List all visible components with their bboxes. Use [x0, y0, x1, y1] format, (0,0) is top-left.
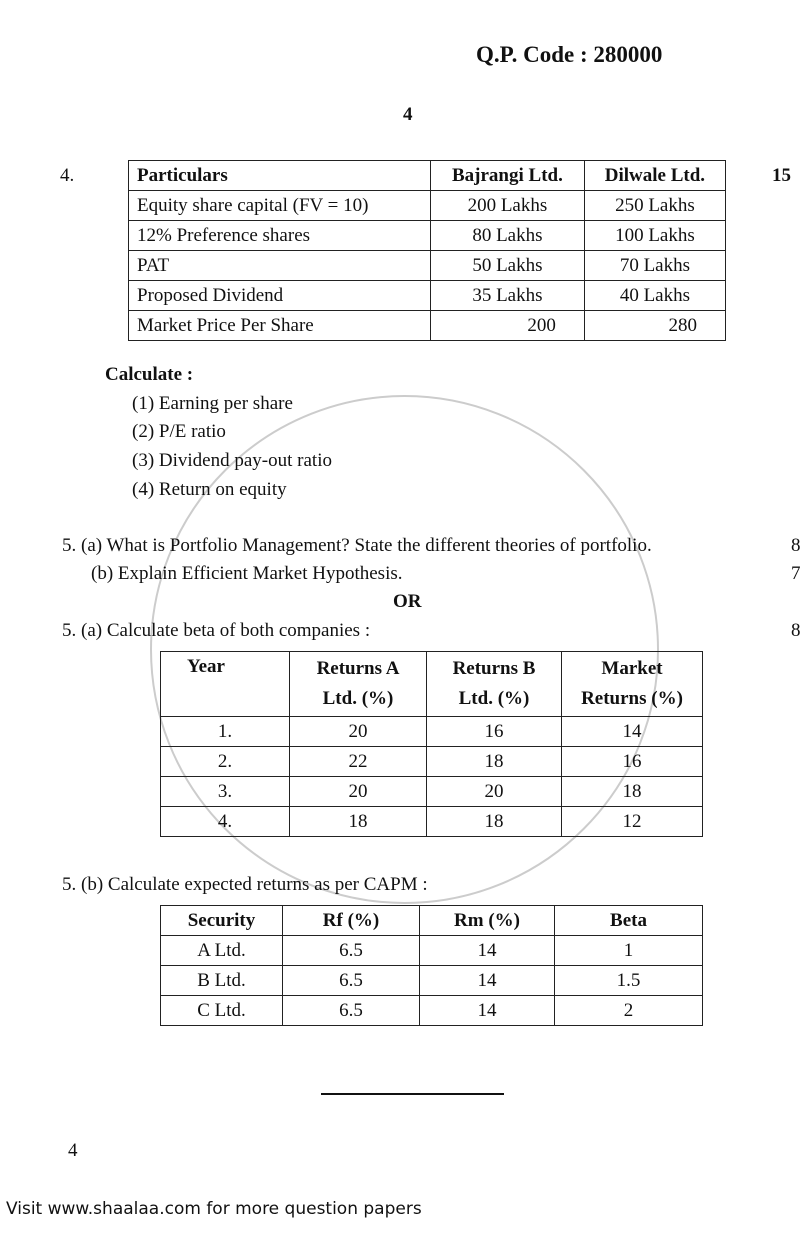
table-row: 12% Preference shares 80 Lakhs 100 Lakhs [128, 220, 727, 251]
cell: 100 Lakhs [583, 220, 727, 251]
header-cell: Returns B Ltd. (%) [426, 651, 562, 717]
cell: 20 [289, 776, 427, 807]
list-item: (1) Earning per share [132, 393, 293, 414]
header-cell: Security [160, 905, 283, 936]
header-cell: Rm (%) [419, 905, 555, 936]
cell: 20 [289, 716, 427, 747]
cell: 40 Lakhs [583, 280, 727, 311]
cell: 1.5 [554, 965, 703, 996]
cell: 18 [426, 746, 562, 777]
cell: 200 [430, 310, 585, 341]
cell: 14 [561, 716, 703, 747]
table-row: 3. 20 20 18 [160, 776, 703, 807]
cell: 1 [554, 935, 703, 966]
page-number: 4 [403, 104, 413, 125]
question-5b: (b) Explain Efficient Market Hypothesis. [91, 563, 403, 584]
cell: 12 [561, 806, 703, 837]
header-cell: Particulars [128, 160, 431, 191]
cell: 20 [426, 776, 562, 807]
list-item: (2) P/E ratio [132, 421, 226, 442]
cell: Market Price Per Share [128, 310, 431, 341]
table-row: 1. 20 16 14 [160, 716, 703, 747]
cell: 18 [426, 806, 562, 837]
cell: 18 [561, 776, 703, 807]
header-cell: Rf (%) [282, 905, 420, 936]
table-row: C Ltd. 6.5 14 2 [160, 995, 703, 1026]
table-header: Particulars Bajrangi Ltd. Dilwale Ltd. [128, 160, 727, 191]
cell: 80 Lakhs [430, 220, 585, 251]
question-5b-alt: 5. (b) Calculate expected returns as per… [62, 874, 428, 895]
calculate-label: Calculate : [105, 364, 194, 385]
header-cell: Returns A Ltd. (%) [289, 651, 427, 717]
table-row: 2. 22 18 16 [160, 746, 703, 777]
financials-table: Particulars Bajrangi Ltd. Dilwale Ltd. E… [128, 160, 727, 341]
cell: C Ltd. [160, 995, 283, 1026]
capm-table: Security Rf (%) Rm (%) Beta A Ltd. 6.5 14 1… [160, 905, 703, 1026]
question-5a: 5. (a) What is Portfolio Management? Sta… [62, 535, 652, 556]
cell: 1. [160, 716, 290, 747]
table-row: PAT 50 Lakhs 70 Lakhs [128, 250, 727, 281]
table-header: Year Returns A Ltd. (%) Returns B Ltd. (… [160, 651, 703, 717]
cell: 250 Lakhs [583, 190, 727, 221]
cell: A Ltd. [160, 935, 283, 966]
table-header: Security Rf (%) Rm (%) Beta [160, 905, 703, 936]
footer-note: Visit www.shaalaa.com for more question … [6, 1199, 422, 1219]
cell: 16 [561, 746, 703, 777]
cell: 200 Lakhs [430, 190, 585, 221]
cell: Equity share capital (FV = 10) [128, 190, 431, 221]
header-cell: Year [160, 651, 290, 717]
header-cell: Beta [554, 905, 703, 936]
list-item: (3) Dividend pay-out ratio [132, 450, 332, 471]
cell: 16 [426, 716, 562, 747]
marks: 8 [791, 620, 800, 641]
beta-table: Year Returns A Ltd. (%) Returns B Ltd. (… [160, 651, 703, 837]
header-cell: Bajrangi Ltd. [430, 160, 585, 191]
cell: 18 [289, 806, 427, 837]
marks: 8 [791, 535, 800, 556]
cell: 280 [583, 310, 727, 341]
cell: B Ltd. [160, 965, 283, 996]
cell: 2. [160, 746, 290, 777]
cell: 6.5 [282, 965, 420, 996]
cell: 50 Lakhs [430, 250, 585, 281]
or-label: OR [393, 591, 422, 612]
marks: 7 [791, 563, 800, 584]
marks: 15 [772, 165, 791, 186]
question-number: 4. [60, 165, 75, 186]
cell: 6.5 [282, 995, 420, 1026]
footer-page-number: 4 [68, 1140, 78, 1161]
cell: 12% Preference shares [128, 220, 431, 251]
table-row: 4. 18 18 12 [160, 806, 703, 837]
cell: 14 [419, 995, 555, 1026]
end-divider [321, 1093, 504, 1095]
header-cell: Market Returns (%) [561, 651, 703, 717]
qp-code: Q.P. Code : 280000 [476, 42, 663, 67]
table-row: Proposed Dividend 35 Lakhs 40 Lakhs [128, 280, 727, 311]
table-row: Market Price Per Share 200 280 [128, 310, 727, 341]
question-5a-alt: 5. (a) Calculate beta of both companies … [62, 620, 371, 641]
table-row: Equity share capital (FV = 10) 200 Lakhs 2… [128, 190, 727, 221]
table-row: A Ltd. 6.5 14 1 [160, 935, 703, 966]
cell: PAT [128, 250, 431, 281]
cell: 6.5 [282, 935, 420, 966]
cell: 14 [419, 935, 555, 966]
cell: 35 Lakhs [430, 280, 585, 311]
watermark-circle [150, 395, 659, 904]
header-cell: Dilwale Ltd. [583, 160, 727, 191]
cell: 22 [289, 746, 427, 777]
list-item: (4) Return on equity [132, 479, 287, 500]
cell: 70 Lakhs [583, 250, 727, 281]
cell: 14 [419, 965, 555, 996]
cell: 4. [160, 806, 290, 837]
table-row: B Ltd. 6.5 14 1.5 [160, 965, 703, 996]
cell: Proposed Dividend [128, 280, 431, 311]
cell: 2 [554, 995, 703, 1026]
cell: 3. [160, 776, 290, 807]
